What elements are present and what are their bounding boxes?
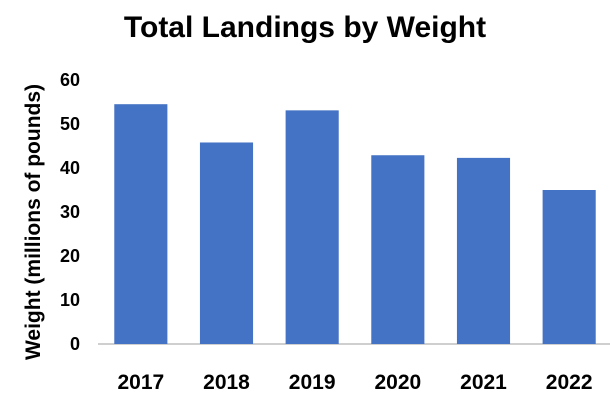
bar xyxy=(114,104,168,344)
bar xyxy=(285,110,339,344)
y-tick-label: 60 xyxy=(60,70,80,90)
y-tick-label: 0 xyxy=(70,334,80,354)
bar xyxy=(456,157,511,344)
x-tick-label: 2019 xyxy=(289,371,336,393)
chart-title: Total Landings by Weight xyxy=(123,11,487,44)
x-axis-categories: 2017 2018 2019 2020 2021 2022 xyxy=(117,371,592,393)
y-tick-label: 20 xyxy=(60,246,80,266)
x-tick-label: 2018 xyxy=(203,371,250,393)
y-tick-label: 40 xyxy=(60,158,80,178)
y-axis-ticks: 0 10 20 30 40 50 60 xyxy=(60,70,80,354)
y-axis-title: Weight (millions of pounds) xyxy=(22,84,45,360)
x-tick-label: 2020 xyxy=(374,371,421,393)
y-tick-label: 50 xyxy=(60,114,80,134)
y-tick-label: 10 xyxy=(60,290,80,310)
x-tick-label: 2017 xyxy=(117,371,164,393)
x-tick-label: 2021 xyxy=(460,371,507,393)
y-tick-label: 30 xyxy=(60,202,80,222)
bar xyxy=(371,155,425,344)
bars xyxy=(114,104,596,344)
x-tick-label: 2022 xyxy=(546,371,593,393)
bar xyxy=(199,142,254,344)
bar xyxy=(542,190,596,344)
